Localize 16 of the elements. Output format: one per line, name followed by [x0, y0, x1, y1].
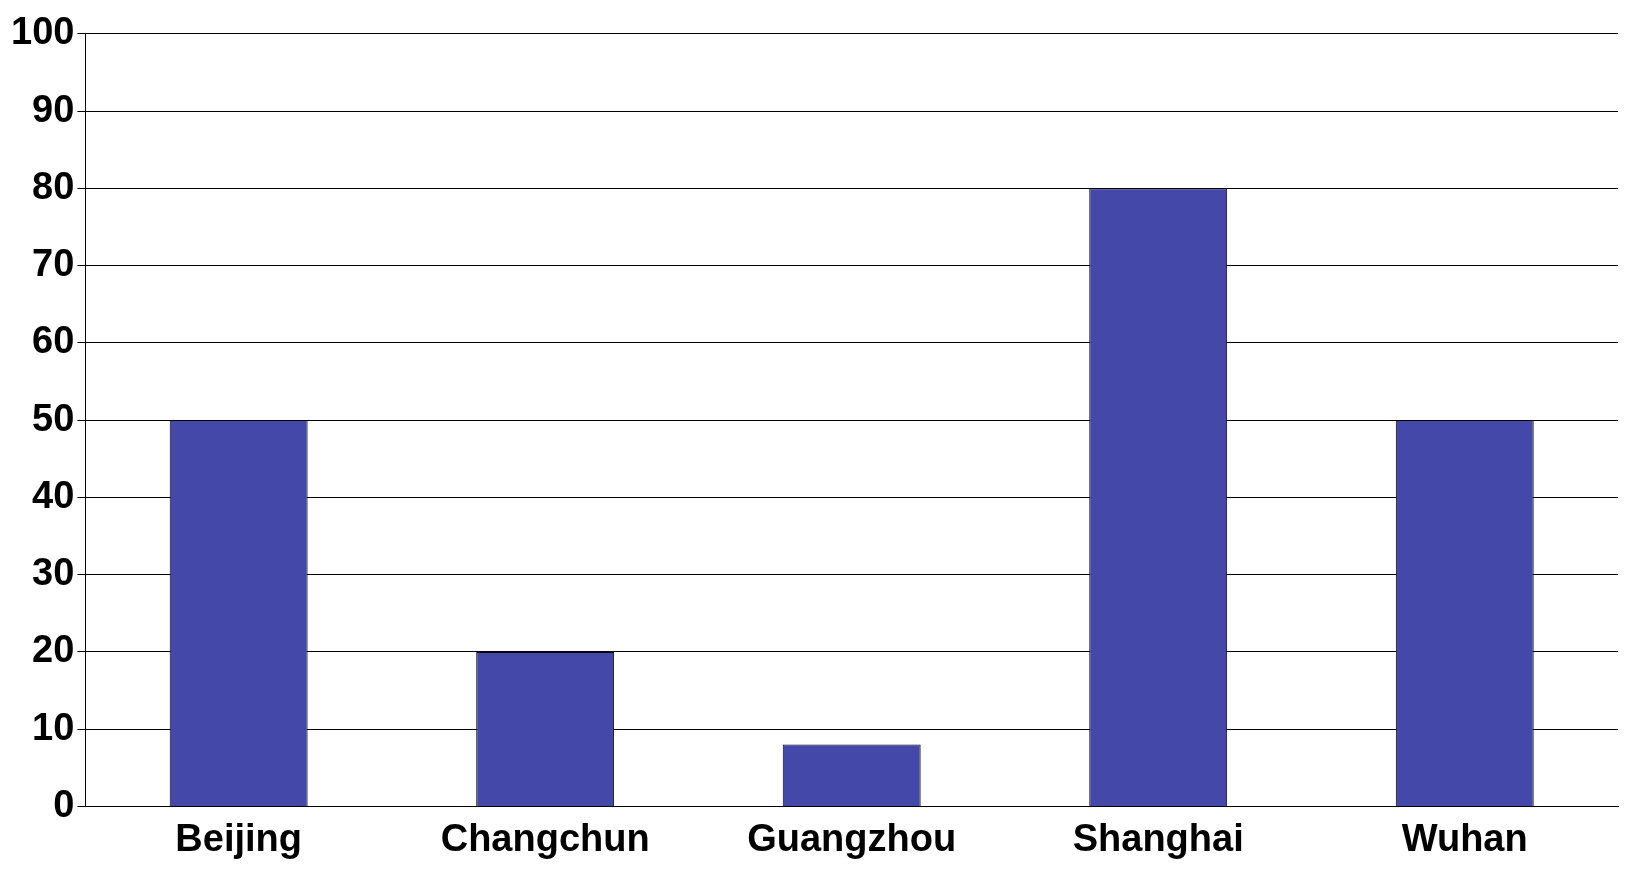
y-tick-label: 40 [32, 473, 75, 516]
y-tick-label: 20 [32, 628, 75, 671]
y-tick-label: 100 [11, 10, 75, 53]
y-tick-label: 10 [32, 705, 75, 748]
y-tick-label: 60 [32, 319, 75, 362]
y-tick-label: 80 [32, 164, 75, 207]
x-tick-label: Guangzhou [747, 816, 957, 859]
y-tick-label: 50 [32, 396, 75, 439]
y-tick-label: 90 [32, 87, 75, 130]
y-tick-label: 70 [32, 242, 75, 285]
x-tick-label: Changchun [440, 816, 650, 859]
y-tick-label: 0 [53, 782, 75, 825]
x-tick-label: Shanghai [1072, 816, 1244, 859]
x-tick-label: Beijing [175, 816, 302, 859]
y-tick-label: 30 [32, 551, 75, 594]
x-tick-label: Wuhan [1401, 816, 1528, 859]
